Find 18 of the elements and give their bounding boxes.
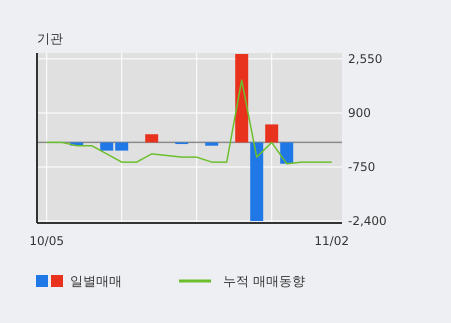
bar <box>235 54 248 142</box>
legend-label: 누적 매매동향 <box>223 274 306 290</box>
y-tick-label: -2,400 <box>348 214 387 228</box>
bar <box>100 142 114 151</box>
legend-label: 일별매매 <box>70 274 122 290</box>
line-series <box>46 79 332 164</box>
bar <box>280 142 294 164</box>
x-tick-label: 11/02 <box>314 234 349 248</box>
chart-title: 기관 <box>37 32 63 47</box>
bar <box>265 124 278 142</box>
bar <box>250 142 264 222</box>
bar <box>145 134 158 142</box>
y-tick-label: 2,550 <box>348 52 382 66</box>
bar <box>205 142 218 146</box>
y-tick-label: -750 <box>348 160 376 174</box>
y-tick-label: 900 <box>348 106 371 120</box>
bar <box>115 142 128 151</box>
x-tick-label: 10/05 <box>29 234 64 248</box>
